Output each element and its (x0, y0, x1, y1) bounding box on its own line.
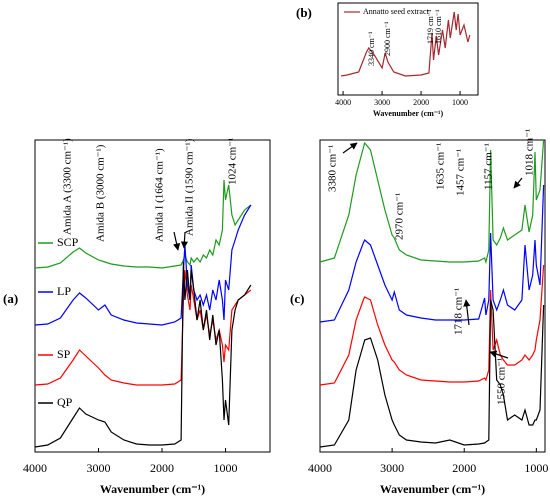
annotation: Amida B (3000 cm⁻¹) (95, 144, 107, 242)
x-tick-label: 4000 (335, 98, 351, 107)
x-tick-label: 2000 (413, 98, 429, 107)
spectrum-line (34, 179, 252, 269)
x-axis-label: Wavenumber (cm⁻¹) (100, 482, 205, 496)
x-tick-label: 2000 (452, 461, 476, 475)
annotation: 1718 cm⁻¹ (453, 288, 465, 335)
x-axis-label: Wavenumber (cm⁻¹) (373, 109, 444, 118)
spectrum-line (319, 184, 545, 323)
arrow (513, 177, 523, 189)
x-axis-label: Wavenumber (cm⁻¹) (380, 482, 485, 496)
legend-label: Annatto seed extract (363, 7, 430, 16)
spectrum-line (340, 11, 471, 77)
plot-frame (34, 139, 271, 453)
annotation: 1157 cm⁻¹ (483, 143, 495, 190)
annotation: 1018 cm⁻¹ (524, 129, 536, 176)
legend-label: QP (57, 395, 73, 409)
plot-frame (319, 139, 546, 453)
x-tick-label: 3000 (87, 461, 111, 475)
arrow (173, 231, 181, 251)
legend-label: SCP (57, 235, 79, 249)
spectrum-line (319, 299, 545, 448)
annotation: 2970 cm⁻¹ (394, 193, 406, 240)
annotation: Amida II (1590 cm⁻¹) (184, 138, 196, 236)
annotation: 3340 cm⁻¹ (367, 31, 376, 66)
arrow (463, 299, 471, 326)
arrow (489, 350, 509, 359)
spectrum-line (34, 261, 252, 448)
annotation: 1457 cm⁻¹ (455, 149, 467, 196)
annotation: 3380 cm⁻¹ (327, 145, 339, 192)
plot-frame (337, 2, 479, 96)
x-tick-label: 4000 (23, 461, 47, 475)
spectrum-line (319, 139, 545, 265)
x-tick-label: 3000 (380, 461, 404, 475)
x-tick-label: 1000 (524, 461, 548, 475)
annotation: 1550 cm⁻¹ (496, 358, 508, 405)
annotation: 1719 cm⁻¹ (426, 9, 435, 44)
spectrum-line (319, 264, 545, 386)
panel-label: (b) (296, 5, 312, 20)
x-tick-label: 1000 (214, 461, 238, 475)
arrow (180, 231, 188, 249)
x-tick-label: 4000 (308, 461, 332, 475)
annotation: 1024 cm⁻¹ (227, 138, 239, 185)
legend-label: SP (57, 347, 71, 361)
arrow (342, 142, 358, 154)
annotation: 2900 cm⁻¹ (383, 21, 392, 56)
annotation: 1635 cm⁻¹ (435, 143, 447, 190)
panel-label: (a) (3, 291, 18, 306)
annotation: 1610 cm⁻¹ (434, 9, 443, 44)
annotation: Amida A (3300 cm⁻¹) (62, 138, 74, 235)
annotation: Amida I (1664 cm⁻¹) (154, 148, 166, 242)
x-tick-label: 3000 (374, 98, 390, 107)
legend-label: LP (57, 284, 71, 298)
x-tick-label: 1000 (452, 98, 468, 107)
panel-label: (c) (290, 291, 304, 306)
x-tick-label: 2000 (150, 461, 174, 475)
